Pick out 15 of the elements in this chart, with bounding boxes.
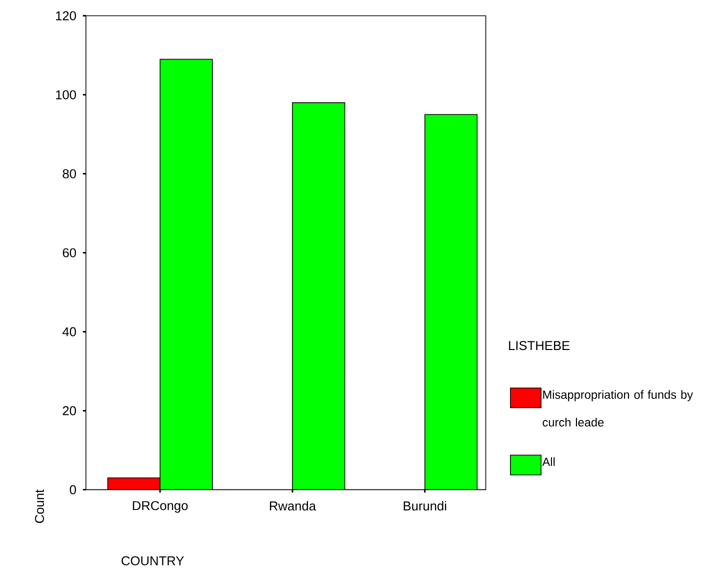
- x-tick-label: Burundi: [404, 501, 446, 511]
- y-tick-label: 80: [62, 169, 76, 178]
- x-axis-title: COUNTRY: [122, 556, 184, 566]
- y-tick-label: 60: [62, 248, 76, 258]
- y-axis-title: Count: [34, 490, 44, 524]
- x-tick-label: Rwanda: [270, 501, 316, 511]
- y-tick-label: 20: [62, 406, 76, 416]
- legend-title: LISTHEBE: [509, 341, 570, 350]
- y-tick-label: 120: [56, 11, 76, 21]
- legend-label: All: [542, 457, 555, 466]
- y-tick-label: 40: [62, 327, 76, 336]
- y-tick-label: 0: [70, 485, 76, 494]
- text: Misappropriation of funds by curch leade: [542, 390, 693, 427]
- x-tick-label: DRCongo: [132, 501, 188, 513]
- y-tick-label: 100: [56, 90, 76, 100]
